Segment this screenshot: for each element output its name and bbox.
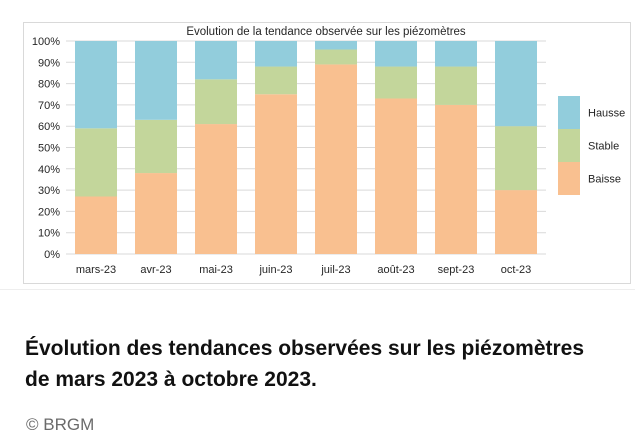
x-tick-label: mai-23: [199, 264, 233, 276]
y-tick-label: 0%: [44, 249, 60, 261]
x-tick-label: juil-23: [320, 264, 350, 276]
bar-stable-2: [135, 119, 177, 174]
y-tick-label: 60%: [38, 121, 60, 133]
y-tick-label: 20%: [38, 206, 60, 218]
bar-stable-1: [75, 128, 117, 197]
bar-hausse-5: [315, 41, 357, 50]
chart-figure: Evolution de la tendance observée sur le…: [23, 22, 631, 284]
stacked-bar-chart: Evolution de la tendance observée sur le…: [32, 26, 625, 276]
figure-caption: Évolution des tendances observées sur le…: [25, 337, 585, 391]
y-tick-label: 90%: [38, 57, 60, 69]
x-tick-label: sept-23: [438, 264, 475, 276]
y-tick-label: 70%: [38, 100, 60, 112]
bar-baisse-5: [315, 64, 357, 255]
bar-baisse-8: [495, 190, 537, 254]
bar-hausse-4: [255, 41, 297, 67]
bar-baisse-4: [255, 94, 297, 254]
x-tick-label: avr-23: [140, 264, 171, 276]
legend-label-baisse: Baisse: [588, 174, 621, 186]
y-tick-label: 40%: [38, 164, 60, 176]
bar-stable-5: [315, 49, 357, 65]
x-tick-label: oct-23: [501, 264, 532, 276]
x-tick-label: mars-23: [76, 264, 116, 276]
x-tick-label: août-23: [377, 264, 414, 276]
bar-hausse-7: [435, 41, 477, 67]
bar-hausse-1: [75, 41, 117, 129]
bar-hausse-8: [495, 41, 537, 127]
bar-stable-7: [435, 66, 477, 105]
chart-title: Evolution de la tendance observée sur le…: [186, 26, 466, 38]
legend-swatch-hausse: [558, 96, 580, 129]
bar-baisse-7: [435, 104, 477, 255]
y-tick-label: 30%: [38, 185, 60, 197]
y-tick-label: 80%: [38, 79, 60, 91]
bar-baisse-3: [195, 124, 237, 254]
bar-stable-3: [195, 79, 237, 125]
legend-swatch-baisse: [558, 162, 580, 195]
bar-baisse-1: [75, 196, 117, 254]
bar-baisse-6: [375, 98, 417, 254]
bar-hausse-6: [375, 41, 417, 67]
bar-stable-4: [255, 66, 297, 95]
legend-swatch-stable: [558, 129, 580, 162]
bar-baisse-2: [135, 173, 177, 254]
y-tick-label: 50%: [38, 143, 60, 155]
image-credit: © BRGM: [26, 415, 95, 434]
x-tick-label: juin-23: [258, 264, 292, 276]
legend-label-stable: Stable: [588, 141, 619, 153]
legend-label-hausse: Hausse: [588, 108, 625, 120]
bar-hausse-2: [135, 41, 177, 120]
y-tick-label: 10%: [38, 228, 60, 240]
y-tick-label: 100%: [32, 36, 60, 48]
bar-hausse-3: [195, 41, 237, 80]
bar-stable-6: [375, 66, 417, 99]
bar-stable-8: [495, 126, 537, 191]
divider: [0, 289, 635, 290]
